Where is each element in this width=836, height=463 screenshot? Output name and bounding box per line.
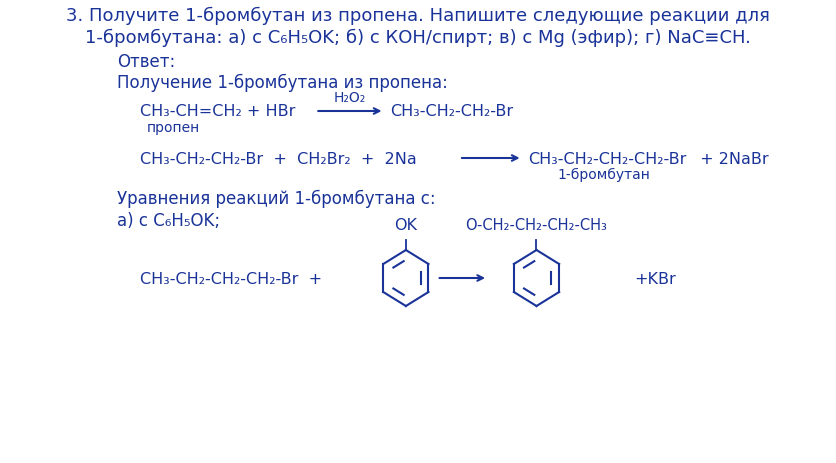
Text: CH₃-CH₂-CH₂-Br  +  CH₂Br₂  +  2Na: CH₃-CH₂-CH₂-Br + CH₂Br₂ + 2Na <box>140 151 416 166</box>
Text: CH₃-CH₂-CH₂-CH₂-Br: CH₃-CH₂-CH₂-CH₂-Br <box>528 151 686 166</box>
Text: CH₃-CH=CH₂ + HBr: CH₃-CH=CH₂ + HBr <box>140 104 295 119</box>
Text: +KBr: +KBr <box>635 271 676 286</box>
Text: пропен: пропен <box>146 121 200 135</box>
Text: а) с C₆H₅OK;: а) с C₆H₅OK; <box>117 212 220 230</box>
Text: 1-бромбутан: 1-бромбутан <box>558 168 650 181</box>
Text: O-CH₂-CH₂-CH₂-CH₃: O-CH₂-CH₂-CH₂-CH₃ <box>466 218 608 232</box>
Text: Получение 1-бромбутана из пропена:: Получение 1-бромбутана из пропена: <box>117 74 447 92</box>
Text: 3. Получите 1-бромбутан из пропена. Напишите следующие реакции для: 3. Получите 1-бромбутан из пропена. Напи… <box>66 7 770 25</box>
Text: Ответ:: Ответ: <box>117 53 175 71</box>
Text: Уравнения реакций 1-бромбутана с:: Уравнения реакций 1-бромбутана с: <box>117 189 436 208</box>
Text: + 2NaBr: + 2NaBr <box>695 151 769 166</box>
Text: CH₃-CH₂-CH₂-CH₂-Br  +: CH₃-CH₂-CH₂-CH₂-Br + <box>140 271 322 286</box>
Text: CH₃-CH₂-CH₂-Br: CH₃-CH₂-CH₂-Br <box>390 104 513 119</box>
Text: 1-бромбутана: а) с C₆H₅OK; б) с КОН/спирт; в) с Mg (эфир); г) NaC≡CH.: 1-бромбутана: а) с C₆H₅OK; б) с КОН/спир… <box>85 29 751 47</box>
Text: OK: OK <box>395 218 417 232</box>
Text: H₂O₂: H₂O₂ <box>334 91 366 105</box>
